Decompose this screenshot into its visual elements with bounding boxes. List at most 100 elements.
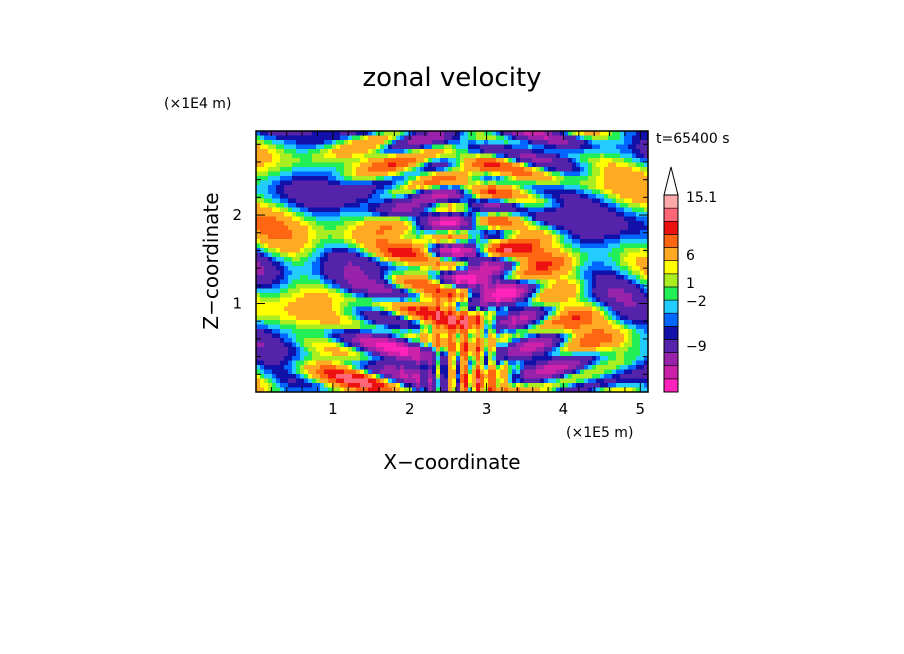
field-cell [288, 144, 293, 150]
field-cell [364, 185, 369, 190]
field-cell [580, 203, 585, 208]
field-cell [620, 212, 625, 217]
field-cell [636, 158, 641, 163]
field-cell [484, 266, 489, 271]
field-cell [276, 207, 281, 213]
field-cell [324, 293, 329, 298]
field-cell [392, 185, 397, 190]
field-cell [488, 302, 493, 307]
field-cell [316, 171, 321, 177]
field-cell [552, 297, 557, 303]
field-cell [384, 149, 389, 154]
field-cell [600, 293, 605, 298]
field-cell [384, 270, 389, 276]
field-cell [440, 131, 445, 136]
field-cell [532, 225, 537, 231]
field-cell [336, 212, 341, 217]
field-cell [504, 234, 509, 240]
field-cell [636, 329, 641, 334]
field-cell [512, 270, 517, 276]
field-cell [260, 297, 265, 303]
field-cell [380, 135, 385, 141]
field-cell [592, 306, 597, 312]
field-cell [268, 176, 273, 181]
field-cell [376, 270, 381, 276]
field-cell [268, 234, 273, 240]
field-cell [452, 306, 457, 312]
field-cell [356, 338, 361, 343]
field-cell [620, 158, 625, 163]
field-cell [376, 356, 381, 361]
field-cell [332, 140, 337, 145]
field-cell [332, 216, 337, 222]
field-cell [620, 221, 625, 226]
field-cell [476, 194, 481, 199]
field-cell [324, 333, 329, 339]
field-cell [564, 144, 569, 150]
field-cell [552, 194, 557, 199]
field-cell [432, 149, 437, 154]
field-cell [540, 234, 545, 240]
field-cell [392, 347, 397, 352]
field-cell [328, 185, 333, 190]
field-cell [472, 198, 477, 204]
field-cell [400, 288, 405, 294]
field-cell [304, 338, 309, 343]
field-cell [280, 311, 285, 316]
field-cell [544, 306, 549, 312]
field-cell [316, 198, 321, 204]
field-cell [304, 131, 309, 136]
field-cell [576, 221, 581, 226]
field-cell [504, 279, 509, 285]
field-cell [344, 342, 349, 348]
field-cell [388, 185, 393, 190]
field-cell [516, 131, 521, 136]
field-cell [580, 338, 585, 343]
field-cell [320, 234, 325, 240]
field-cell [296, 131, 301, 136]
field-cell [468, 320, 473, 325]
field-cell [544, 230, 549, 235]
field-cell [304, 311, 309, 316]
field-cell [600, 180, 605, 186]
field-cell [564, 153, 569, 159]
field-cell [496, 225, 501, 231]
field-cell [524, 243, 529, 249]
field-cell [304, 203, 309, 208]
field-cell [392, 311, 397, 316]
field-cell [488, 162, 493, 168]
field-cell [436, 212, 441, 217]
field-cell [336, 333, 341, 339]
field-cell [580, 311, 585, 316]
field-cell [308, 234, 313, 240]
field-cell [596, 356, 601, 361]
field-cell [468, 140, 473, 145]
field-cell [332, 203, 337, 208]
field-cell [612, 315, 617, 321]
field-cell [408, 288, 413, 294]
field-cell [416, 266, 421, 271]
field-cell [520, 135, 525, 141]
field-cell [536, 194, 541, 199]
field-cell [416, 176, 421, 181]
field-cell [404, 275, 409, 280]
field-cell [264, 320, 269, 325]
field-cell [324, 158, 329, 163]
field-cell [320, 347, 325, 352]
field-cell [516, 216, 521, 222]
field-cell [632, 306, 637, 312]
field-cell [324, 212, 329, 217]
field-cell [328, 351, 333, 357]
field-cell [344, 153, 349, 159]
field-cell [392, 351, 397, 357]
field-cell [424, 252, 429, 258]
field-cell [392, 279, 397, 285]
field-cell [596, 315, 601, 321]
field-cell [644, 270, 648, 276]
field-cell [480, 351, 485, 357]
field-cell [368, 131, 373, 136]
field-cell [408, 302, 413, 307]
field-cell [376, 275, 381, 280]
field-cell [296, 342, 301, 348]
field-cell [368, 234, 373, 240]
